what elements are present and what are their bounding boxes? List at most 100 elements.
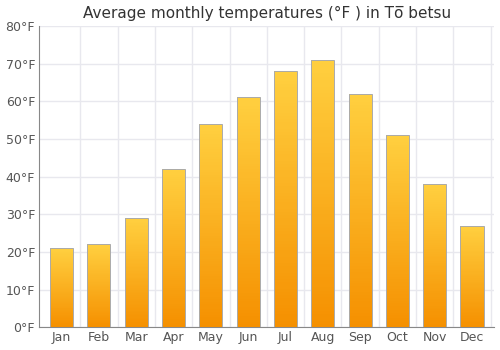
Bar xyxy=(311,66,334,70)
Bar xyxy=(423,316,446,319)
Bar xyxy=(386,212,409,215)
Bar xyxy=(88,299,110,300)
Bar xyxy=(274,205,297,209)
Bar xyxy=(386,202,409,205)
Bar xyxy=(50,293,73,294)
Bar xyxy=(236,189,260,192)
Bar xyxy=(162,215,185,217)
Bar xyxy=(423,306,446,308)
Bar xyxy=(274,215,297,218)
Bar xyxy=(423,297,446,299)
Bar xyxy=(124,263,148,265)
Bar xyxy=(423,220,446,222)
Bar xyxy=(274,247,297,251)
Bar xyxy=(274,186,297,190)
Bar xyxy=(88,248,110,250)
Bar xyxy=(460,315,483,316)
Bar xyxy=(124,322,148,323)
Bar xyxy=(274,199,297,202)
Bar xyxy=(50,307,73,308)
Bar xyxy=(162,288,185,290)
Bar xyxy=(386,140,409,142)
Bar xyxy=(88,288,110,289)
Bar xyxy=(460,231,483,232)
Bar xyxy=(162,173,185,175)
Bar xyxy=(348,184,372,187)
Bar xyxy=(88,280,110,281)
Bar xyxy=(423,213,446,215)
Bar xyxy=(460,232,483,233)
Bar xyxy=(348,129,372,132)
Bar xyxy=(423,189,446,191)
Bar xyxy=(386,207,409,210)
Bar xyxy=(423,309,446,311)
Bar xyxy=(50,274,73,275)
Bar xyxy=(124,277,148,278)
Bar xyxy=(236,155,260,158)
Bar xyxy=(200,271,222,274)
Bar xyxy=(236,316,260,318)
Bar xyxy=(50,284,73,285)
Bar xyxy=(348,263,372,266)
Bar xyxy=(200,322,222,325)
Bar xyxy=(311,93,334,97)
Bar xyxy=(88,286,110,287)
Bar xyxy=(200,185,222,187)
Bar xyxy=(236,129,260,132)
Bar xyxy=(423,222,446,224)
Bar xyxy=(274,122,297,126)
Bar xyxy=(162,199,185,201)
Bar xyxy=(88,325,110,326)
Bar xyxy=(162,175,185,177)
Bar xyxy=(311,257,334,260)
Bar xyxy=(200,317,222,320)
Bar xyxy=(88,326,110,327)
Bar xyxy=(348,190,372,193)
Bar xyxy=(348,281,372,284)
Bar xyxy=(162,244,185,246)
Bar xyxy=(50,321,73,322)
Bar xyxy=(124,234,148,236)
Bar xyxy=(88,322,110,323)
Bar xyxy=(200,309,222,312)
Bar xyxy=(311,160,334,163)
Bar xyxy=(88,281,110,282)
Bar xyxy=(386,279,409,282)
Bar xyxy=(274,74,297,77)
Bar xyxy=(236,224,260,227)
Bar xyxy=(162,234,185,236)
Bar xyxy=(162,169,185,171)
Bar xyxy=(311,271,334,274)
Bar xyxy=(162,274,185,276)
Bar xyxy=(236,166,260,169)
Bar xyxy=(386,286,409,289)
Bar xyxy=(50,276,73,277)
Bar xyxy=(311,207,334,210)
Bar xyxy=(274,170,297,174)
Bar xyxy=(236,135,260,138)
Bar xyxy=(162,276,185,278)
Bar xyxy=(460,301,483,302)
Bar xyxy=(88,268,110,269)
Bar xyxy=(50,257,73,258)
Bar xyxy=(236,144,260,146)
Bar xyxy=(236,126,260,129)
Bar xyxy=(88,251,110,252)
Bar xyxy=(124,253,148,255)
Bar xyxy=(200,162,222,164)
Bar xyxy=(200,223,222,225)
Bar xyxy=(423,272,446,274)
Bar xyxy=(460,246,483,247)
Bar xyxy=(274,154,297,158)
Bar xyxy=(386,299,409,301)
Bar xyxy=(200,136,222,139)
Bar xyxy=(423,238,446,240)
Bar xyxy=(386,325,409,327)
Bar xyxy=(88,265,110,266)
Bar xyxy=(162,266,185,268)
Bar xyxy=(274,193,297,196)
Bar xyxy=(162,240,185,242)
Bar xyxy=(124,275,148,277)
Bar xyxy=(200,144,222,147)
Bar xyxy=(460,236,483,237)
